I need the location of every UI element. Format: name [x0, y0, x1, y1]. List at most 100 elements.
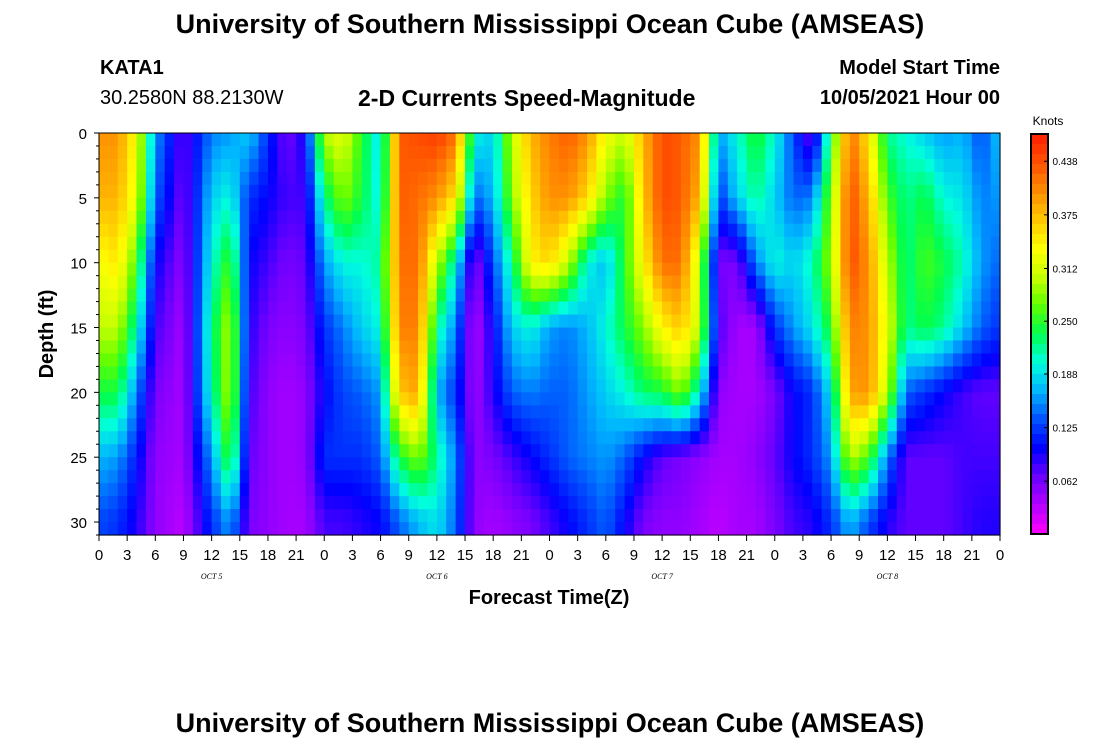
heatmap-cell	[877, 340, 888, 355]
heatmap-cell	[671, 522, 682, 536]
heatmap-cell	[277, 327, 288, 342]
heatmap-cell	[699, 275, 710, 290]
heatmap-cell	[286, 509, 297, 523]
heatmap-cell	[493, 522, 504, 536]
heatmap-cell	[314, 431, 325, 445]
heatmap-cell	[896, 133, 907, 147]
heatmap-cell	[474, 314, 485, 329]
heatmap-cell	[784, 470, 795, 484]
heatmap-cell	[127, 353, 138, 368]
heatmap-cell	[605, 405, 616, 419]
heatmap-cell	[277, 457, 288, 471]
heatmap-cell	[755, 509, 766, 523]
heatmap-cell	[568, 314, 579, 329]
heatmap-cell	[774, 496, 785, 510]
heatmap-cell	[718, 392, 729, 406]
heatmap-cell	[540, 210, 551, 225]
heatmap-cell	[305, 327, 316, 342]
heatmap-cell	[164, 366, 175, 380]
heatmap-cell	[230, 197, 241, 212]
heatmap-cell	[868, 327, 879, 342]
heatmap-cell	[906, 210, 917, 225]
heatmap-cell	[145, 522, 156, 536]
heatmap-cell	[296, 275, 307, 290]
heatmap-cell	[990, 327, 1001, 342]
heatmap-cell	[99, 444, 109, 458]
heatmap-cell	[643, 314, 654, 329]
heatmap-cell	[596, 158, 607, 173]
heatmap-cell	[361, 444, 372, 458]
heatmap-cell	[577, 197, 588, 212]
heatmap-cell	[699, 431, 710, 445]
heatmap-cell	[962, 158, 973, 173]
heatmap-cell	[784, 210, 795, 225]
heatmap-cell	[465, 340, 476, 355]
heatmap-cell	[633, 301, 644, 316]
heatmap-cell	[587, 158, 598, 173]
x-tick-label: 15	[907, 547, 924, 564]
heatmap-cell	[802, 483, 813, 497]
heatmap-cell	[755, 353, 766, 368]
heatmap-cell	[746, 158, 757, 173]
heatmap-cell	[784, 457, 795, 471]
heatmap-cell	[389, 158, 400, 173]
heatmap-cell	[831, 314, 842, 329]
heatmap-cell	[108, 340, 119, 355]
heatmap-cell	[943, 405, 954, 419]
heatmap-cell	[371, 275, 382, 290]
heatmap-cell	[540, 379, 551, 393]
heatmap-cell	[174, 288, 185, 303]
heatmap-cell	[840, 301, 851, 316]
heatmap-cell	[277, 236, 288, 251]
heatmap-cell	[277, 444, 288, 458]
heatmap-cell	[549, 483, 560, 497]
heatmap-cell	[643, 249, 654, 264]
heatmap-cell	[812, 158, 823, 173]
heatmap-cell	[474, 301, 485, 316]
heatmap-cell	[127, 496, 138, 510]
heatmap-cell	[249, 444, 260, 458]
heatmap-cell	[831, 379, 842, 393]
heatmap-cell	[877, 249, 888, 264]
heatmap-cell	[239, 379, 250, 393]
heatmap-cell	[962, 288, 973, 303]
heatmap-cell	[164, 327, 175, 342]
heatmap-cell	[671, 431, 682, 445]
heatmap-cell	[624, 431, 635, 445]
heatmap-cell	[568, 366, 579, 380]
heatmap-cell	[962, 470, 973, 484]
heatmap-cell	[530, 379, 541, 393]
heatmap-cell	[474, 171, 485, 186]
heatmap-cell	[859, 405, 870, 419]
heatmap-cell	[371, 457, 382, 471]
heatmap-cell	[699, 171, 710, 186]
heatmap-cell	[192, 431, 203, 445]
heatmap-cell	[568, 457, 579, 471]
heatmap-cell	[549, 288, 560, 303]
heatmap-cell	[784, 496, 795, 510]
heatmap-cell	[896, 379, 907, 393]
colorbar-segment	[1031, 454, 1048, 465]
heatmap-cell	[737, 314, 748, 329]
x-tick-label: 3	[573, 547, 581, 564]
heatmap-cell	[624, 158, 635, 173]
heatmap-cell	[755, 340, 766, 355]
heatmap-cell	[427, 366, 438, 380]
heatmap-cell	[680, 366, 691, 380]
heatmap-cell	[577, 314, 588, 329]
heatmap-cell	[746, 457, 757, 471]
heatmap-cell	[924, 249, 935, 264]
heatmap-cell	[812, 457, 823, 471]
heatmap-cell	[314, 392, 325, 406]
heatmap-cell	[896, 171, 907, 186]
heatmap-cell	[267, 457, 278, 471]
heatmap-cell	[361, 379, 372, 393]
heatmap-cell	[465, 314, 476, 329]
heatmap-cell	[699, 366, 710, 380]
heatmap-cell	[277, 353, 288, 368]
heatmap-cell	[821, 353, 832, 368]
heatmap-cell	[389, 470, 400, 484]
heatmap-cell	[568, 301, 579, 316]
heatmap-cell	[596, 405, 607, 419]
heatmap-cell	[943, 509, 954, 523]
